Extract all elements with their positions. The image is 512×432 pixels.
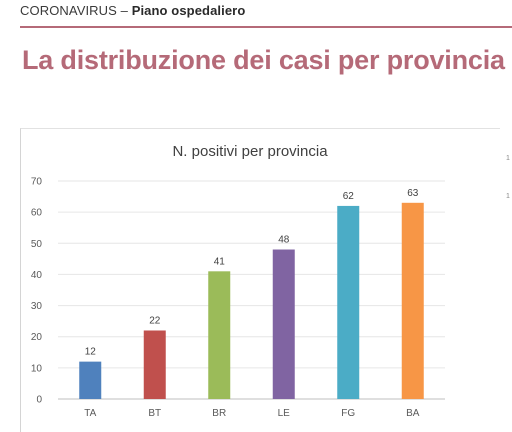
margin-mark: 1	[506, 193, 510, 200]
section-header: CORONAVIRUS – Piano ospedaliero	[20, 3, 245, 18]
y-tick-label: 30	[31, 301, 43, 312]
data-label: 41	[214, 256, 226, 267]
x-tick-label: LE	[278, 408, 291, 419]
y-tick-label: 20	[31, 332, 43, 343]
header-divider	[20, 26, 512, 28]
bars	[79, 202, 424, 399]
y-tick-label: 10	[31, 363, 43, 374]
y-tick-label: 50	[31, 239, 43, 250]
chart-title: N. positivi per provincia	[172, 143, 328, 160]
data-label: 62	[343, 191, 355, 202]
section-label: CORONAVIRUS	[20, 3, 117, 18]
bar	[208, 271, 231, 399]
chart-frame	[20, 128, 500, 432]
data-label: 63	[407, 188, 419, 199]
data-labels: 12 22 41 48 62 63	[85, 188, 419, 358]
bar	[272, 249, 295, 399]
y-tick-label: 60	[31, 208, 43, 219]
data-label: 22	[149, 315, 161, 326]
x-tick-label: BR	[212, 408, 226, 419]
y-axis: 0 10 20 30 40 50 60 70	[31, 177, 43, 406]
x-axis: TA BT BR LE FG BA	[84, 408, 420, 419]
y-tick-label: 70	[31, 177, 43, 188]
page-title: La distribuzione dei casi per provincia	[22, 45, 505, 75]
x-tick-label: BT	[148, 408, 161, 419]
margin-mark: 1	[506, 155, 510, 162]
data-label: 48	[278, 235, 290, 246]
x-tick-label: TA	[84, 408, 96, 419]
y-tick-label: 0	[36, 395, 42, 406]
gridlines	[58, 180, 445, 400]
section-subtitle: Piano ospedaliero	[131, 3, 246, 18]
bar	[79, 361, 102, 399]
bar	[337, 205, 360, 399]
data-label: 12	[85, 347, 97, 358]
bar	[401, 202, 424, 399]
y-tick-label: 40	[31, 270, 43, 281]
section-separator: –	[116, 3, 132, 18]
x-tick-label: BA	[406, 408, 420, 419]
x-tick-label: FG	[341, 408, 355, 419]
bar	[143, 330, 166, 399]
